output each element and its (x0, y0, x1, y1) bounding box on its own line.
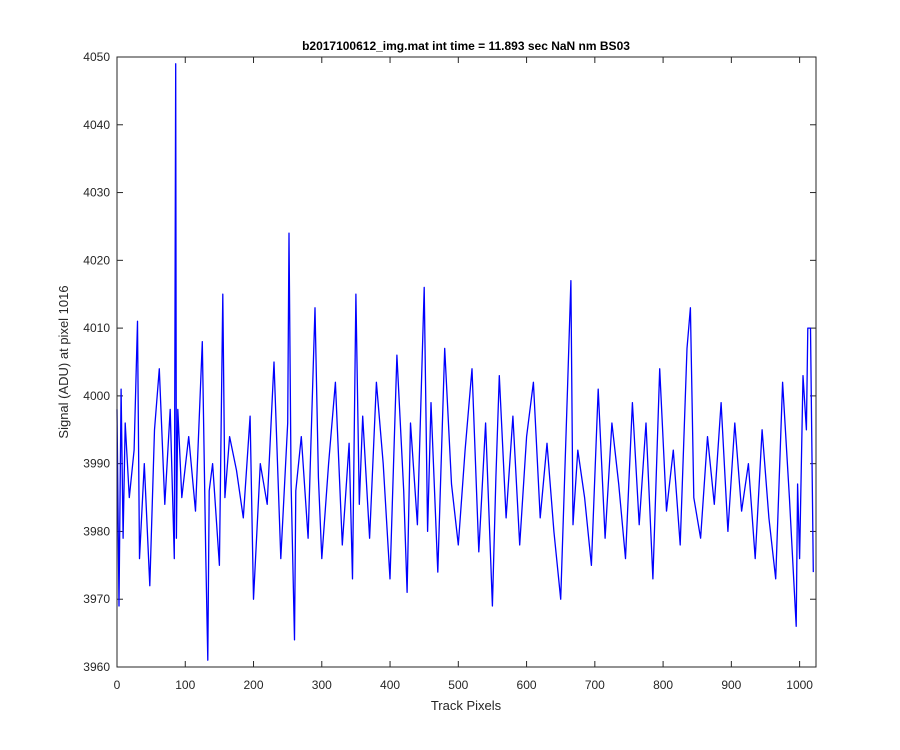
y-tick-label: 3980 (83, 524, 110, 538)
x-tick-label: 900 (721, 678, 741, 692)
y-tick-label: 4050 (83, 50, 110, 64)
x-tick-label: 1000 (786, 678, 813, 692)
plot-area (117, 57, 816, 667)
x-axis-label: Track Pixels (431, 698, 502, 713)
x-tick-label: 600 (517, 678, 537, 692)
x-tick-label: 500 (448, 678, 468, 692)
series-line (116, 63, 814, 661)
y-tick-label: 3990 (83, 457, 110, 471)
plot-frame (116, 56, 817, 668)
y-axis: 3960 3970 3980 3990 4000 4010 4020 4030 4040 4050 (83, 50, 816, 674)
x-tick-label: 100 (175, 678, 195, 692)
y-tick-label: 4000 (83, 389, 110, 403)
chart-title: b2017100612_img.mat int time = 11.893 se… (302, 39, 630, 53)
y-tick-label: 4010 (83, 321, 110, 335)
x-axis: 0 100 200 300 400 500 600 700 800 900 1000 (114, 57, 813, 692)
y-tick-label: 4040 (83, 118, 110, 132)
y-tick-label: 4020 (83, 253, 110, 267)
y-tick-label: 3960 (83, 660, 110, 674)
y-tick-label: 4030 (83, 186, 110, 200)
y-tick-label: 3970 (83, 592, 110, 606)
x-tick-label: 200 (244, 678, 264, 692)
x-tick-label: 0 (114, 678, 121, 692)
x-tick-label: 300 (312, 678, 332, 692)
x-tick-label: 400 (380, 678, 400, 692)
x-tick-label: 700 (585, 678, 605, 692)
x-tick-label: 800 (653, 678, 673, 692)
y-axis-label: Signal (ADU) at pixel 1016 (56, 285, 71, 438)
